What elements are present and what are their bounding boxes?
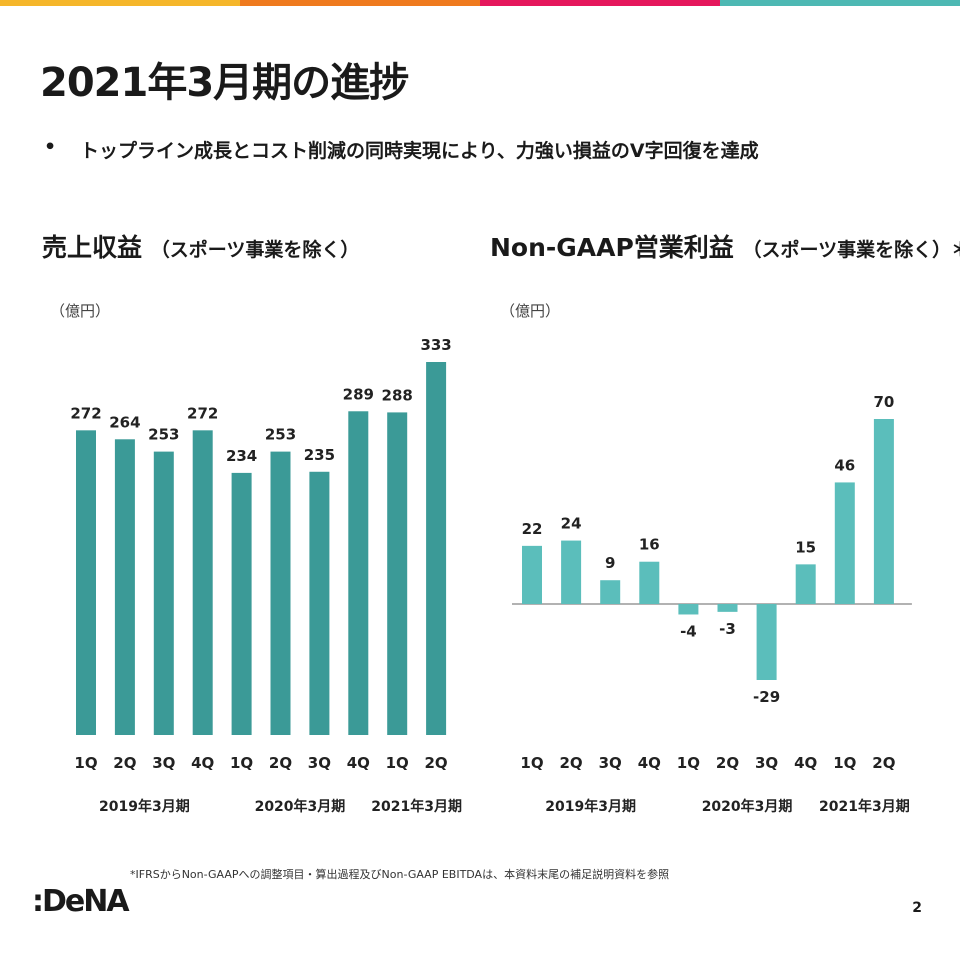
revenue-bar	[348, 411, 369, 735]
revenue-value-label: 235	[304, 446, 335, 464]
revenue-chart-unit: （億円）	[50, 302, 111, 320]
profit-chart-unit: （億円）	[500, 302, 561, 320]
revenue-category-label: 2Q	[113, 754, 136, 772]
profit-bar	[639, 561, 660, 604]
profit-chart-title: Non-GAAP営業利益 （スポーツ事業を除く）＊	[490, 228, 960, 264]
profit-value-label: 15	[795, 538, 816, 556]
revenue-category-label: 3Q	[152, 754, 175, 772]
revenue-chart-title-sub: （スポーツ事業を除く）	[150, 239, 360, 261]
top-bar-segment	[0, 0, 240, 6]
revenue-group-label: 2021年3月期	[371, 798, 462, 815]
revenue-category-label: 1Q	[74, 754, 97, 772]
bullet-point: • トップライン成長とコスト削減の同時実現により、力強い損益のV字回復を達成	[44, 136, 759, 163]
profit-category-label: 4Q	[638, 754, 661, 772]
revenue-bar	[387, 412, 408, 735]
bullet-text: トップライン成長とコスト削減の同時実現により、力強い損益のV字回復を達成	[80, 140, 759, 162]
top-bar-segment	[720, 0, 960, 6]
profit-value-label: 16	[639, 536, 660, 554]
revenue-bar	[114, 439, 135, 735]
revenue-value-label: 333	[420, 336, 451, 354]
profit-value-label: 22	[522, 520, 543, 538]
revenue-bar	[76, 430, 96, 735]
profit-bar	[834, 482, 855, 604]
revenue-chart-title: 売上収益 （スポーツ事業を除く）	[42, 228, 359, 264]
profit-bar	[522, 545, 542, 604]
profit-chart-title-main: Non-GAAP営業利益	[490, 233, 734, 262]
revenue-bar	[231, 472, 252, 735]
revenue-category-label: 2Q	[269, 754, 292, 772]
revenue-value-label: 234	[226, 447, 257, 465]
footnote: *IFRSからNon-GAAPへの調整項目・算出過程及びNon-GAAP EBI…	[130, 868, 670, 881]
page-number: 2	[912, 900, 922, 916]
revenue-bar	[309, 471, 330, 735]
profit-value-label: -4	[680, 622, 697, 640]
revenue-bar	[153, 451, 174, 735]
revenue-value-label: 264	[109, 413, 140, 431]
revenue-group-label: 2020年3月期	[255, 798, 346, 815]
top-color-bar	[0, 0, 960, 6]
profit-category-label: 2Q	[559, 754, 582, 772]
revenue-category-label: 4Q	[347, 754, 370, 772]
profit-group-label: 2021年3月期	[819, 798, 910, 815]
profit-value-label: -3	[719, 620, 736, 638]
revenue-category-label: 2Q	[424, 754, 447, 772]
profit-group-label: 2019年3月期	[545, 798, 636, 815]
profit-category-label: 1Q	[833, 754, 856, 772]
profit-bar	[795, 564, 816, 604]
revenue-bar	[426, 362, 447, 735]
profit-bar	[717, 604, 738, 612]
profit-value-label: 9	[605, 554, 615, 572]
profit-category-label: 1Q	[520, 754, 543, 772]
revenue-category-label: 1Q	[230, 754, 253, 772]
revenue-value-label: 272	[70, 404, 101, 422]
top-bar-segment	[240, 0, 480, 6]
revenue-category-label: 4Q	[191, 754, 214, 772]
revenue-group-label: 2019年3月期	[99, 798, 190, 815]
profit-bar	[873, 419, 894, 604]
bullet-marker: •	[44, 136, 57, 158]
profit-category-label: 3Q	[599, 754, 622, 772]
profit-category-label: 1Q	[677, 754, 700, 772]
profit-bar	[600, 580, 621, 604]
top-bar-segment	[480, 0, 720, 6]
profit-value-label: 24	[561, 515, 582, 533]
profit-value-label: 70	[873, 393, 894, 411]
dena-logo: :DeNA	[32, 884, 130, 919]
profit-bar	[678, 604, 699, 615]
revenue-chart-title-main: 売上収益	[42, 233, 143, 262]
revenue-value-label: 289	[343, 385, 374, 403]
revenue-bar	[192, 430, 213, 735]
profit-value-label: -29	[753, 688, 780, 706]
revenue-bar	[270, 451, 291, 735]
revenue-value-label: 272	[187, 404, 218, 422]
page-title: 2021年3月期の進捗	[40, 60, 409, 106]
revenue-category-label: 3Q	[308, 754, 331, 772]
profit-value-label: 46	[834, 456, 855, 474]
profit-category-label: 3Q	[755, 754, 778, 772]
profit-bar	[756, 604, 777, 680]
profit-group-label: 2020年3月期	[702, 798, 793, 815]
profit-bar	[561, 540, 582, 604]
profit-category-label: 2Q	[716, 754, 739, 772]
revenue-category-label: 1Q	[386, 754, 409, 772]
revenue-value-label: 288	[382, 386, 413, 404]
revenue-value-label: 253	[148, 426, 179, 444]
revenue-value-label: 253	[265, 426, 296, 444]
profit-chart-title-sub: （スポーツ事業を除く）＊	[742, 239, 960, 261]
profit-category-label: 2Q	[872, 754, 895, 772]
profit-category-label: 4Q	[794, 754, 817, 772]
